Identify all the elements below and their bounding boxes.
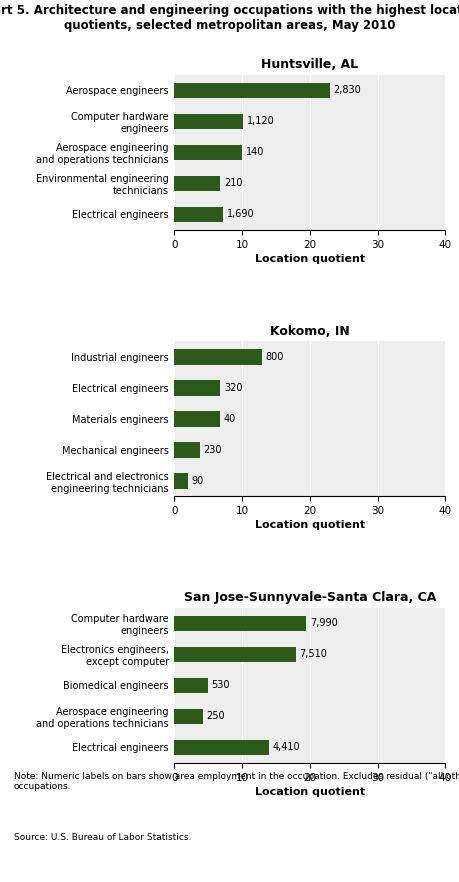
- Bar: [174, 83, 330, 98]
- Text: 530: 530: [212, 680, 230, 691]
- Text: 90: 90: [191, 476, 204, 486]
- Text: 1,690: 1,690: [227, 209, 254, 220]
- Text: 4,410: 4,410: [273, 743, 300, 752]
- Bar: [174, 740, 269, 755]
- Text: 210: 210: [224, 178, 242, 189]
- Text: 230: 230: [203, 445, 222, 455]
- Bar: [174, 380, 220, 396]
- X-axis label: Location quotient: Location quotient: [255, 787, 365, 796]
- Title: Huntsville, AL: Huntsville, AL: [261, 58, 358, 71]
- Text: 7,510: 7,510: [300, 649, 328, 660]
- Text: 40: 40: [224, 414, 236, 424]
- Title: San Jose-Sunnyvale-Santa Clara, CA: San Jose-Sunnyvale-Santa Clara, CA: [184, 591, 436, 604]
- Bar: [174, 411, 220, 427]
- Bar: [174, 647, 297, 662]
- Bar: [174, 709, 203, 724]
- Text: 2,830: 2,830: [334, 86, 361, 95]
- Bar: [174, 473, 188, 489]
- Text: 7,990: 7,990: [310, 618, 337, 629]
- Text: 140: 140: [246, 147, 264, 158]
- Text: Chart 5. Architecture and engineering occupations with the highest location
quot: Chart 5. Architecture and engineering oc…: [0, 4, 459, 33]
- Text: 320: 320: [224, 383, 242, 393]
- Bar: [174, 349, 263, 365]
- Bar: [174, 176, 220, 191]
- Text: Note: Numeric labels on bars show area employment in the occupation. Excludes re: Note: Numeric labels on bars show area e…: [14, 772, 459, 791]
- Bar: [174, 677, 208, 693]
- Text: Source: U.S. Bureau of Labor Statistics.: Source: U.S. Bureau of Labor Statistics.: [14, 833, 191, 842]
- Bar: [174, 442, 200, 458]
- Text: 1,120: 1,120: [247, 116, 274, 126]
- X-axis label: Location quotient: Location quotient: [255, 254, 365, 264]
- Text: 800: 800: [266, 352, 284, 362]
- Bar: [174, 114, 243, 129]
- X-axis label: Location quotient: Location quotient: [255, 520, 365, 530]
- Bar: [174, 145, 242, 161]
- Bar: [174, 616, 307, 632]
- Title: Kokomo, IN: Kokomo, IN: [270, 325, 350, 338]
- Bar: [174, 206, 223, 222]
- Text: 250: 250: [206, 712, 225, 721]
